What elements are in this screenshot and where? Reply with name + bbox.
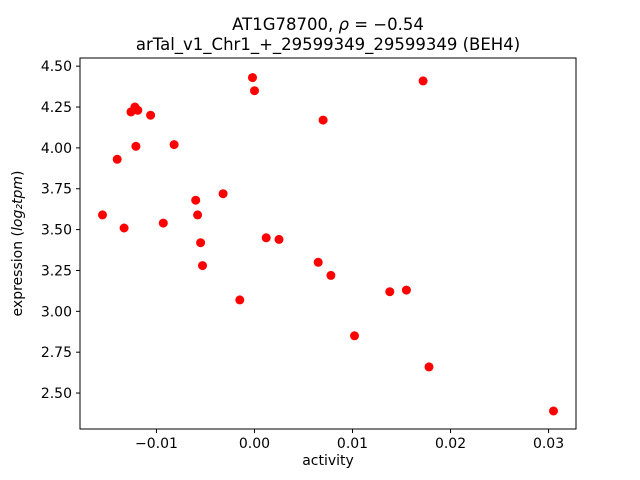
data-point (318, 115, 328, 125)
x-tick-label: 0.03 (533, 436, 564, 452)
data-point (250, 86, 259, 96)
data-point (112, 154, 122, 164)
data-point (313, 257, 323, 267)
x-tick-label: 0.02 (435, 436, 466, 452)
chart-title-line1: AT1G78700, ρ = −0.54 (232, 15, 424, 34)
y-tick-label: 2.50 (41, 386, 72, 402)
x-tick-label: −0.01 (135, 436, 178, 452)
data-point (169, 140, 179, 150)
data-point (350, 331, 359, 341)
y-tick-label: 4.00 (41, 141, 72, 157)
data-point (385, 287, 395, 297)
y-axis-label: expression (log₂tpm) (10, 171, 26, 317)
data-point (261, 233, 271, 243)
chart-title-line2: arTal_v1_Chr1_+_29599349_29599349 (BEH4) (136, 35, 520, 55)
data-point (274, 234, 284, 244)
y-tick-label: 3.00 (41, 304, 72, 320)
x-axis-label: activity (302, 453, 354, 469)
x-tick-label: 0.01 (337, 436, 368, 452)
y-tick-label: 4.50 (41, 59, 72, 75)
data-point (235, 295, 245, 305)
data-point (401, 285, 411, 295)
data-point (424, 362, 434, 372)
data-point (158, 218, 168, 228)
data-point (198, 261, 207, 271)
y-tick-label: 3.50 (41, 223, 72, 239)
y-tick-label: 3.75 (41, 182, 72, 198)
data-point (326, 270, 336, 280)
data-point (196, 238, 206, 248)
data-point (119, 223, 129, 233)
x-tick-label: 0.00 (239, 436, 270, 452)
y-tick-label: 3.25 (41, 263, 72, 279)
data-point (133, 105, 143, 115)
data-point (131, 141, 141, 151)
data-point (98, 210, 107, 220)
data-point (418, 76, 428, 86)
y-tick-label: 2.75 (41, 345, 72, 361)
plot-area (79, 57, 577, 430)
y-tick-label: 4.25 (41, 100, 72, 116)
data-point (146, 110, 156, 120)
data-point (193, 210, 203, 220)
data-point (191, 195, 201, 205)
data-point (248, 73, 257, 83)
data-point (218, 189, 228, 199)
data-point (549, 406, 558, 416)
